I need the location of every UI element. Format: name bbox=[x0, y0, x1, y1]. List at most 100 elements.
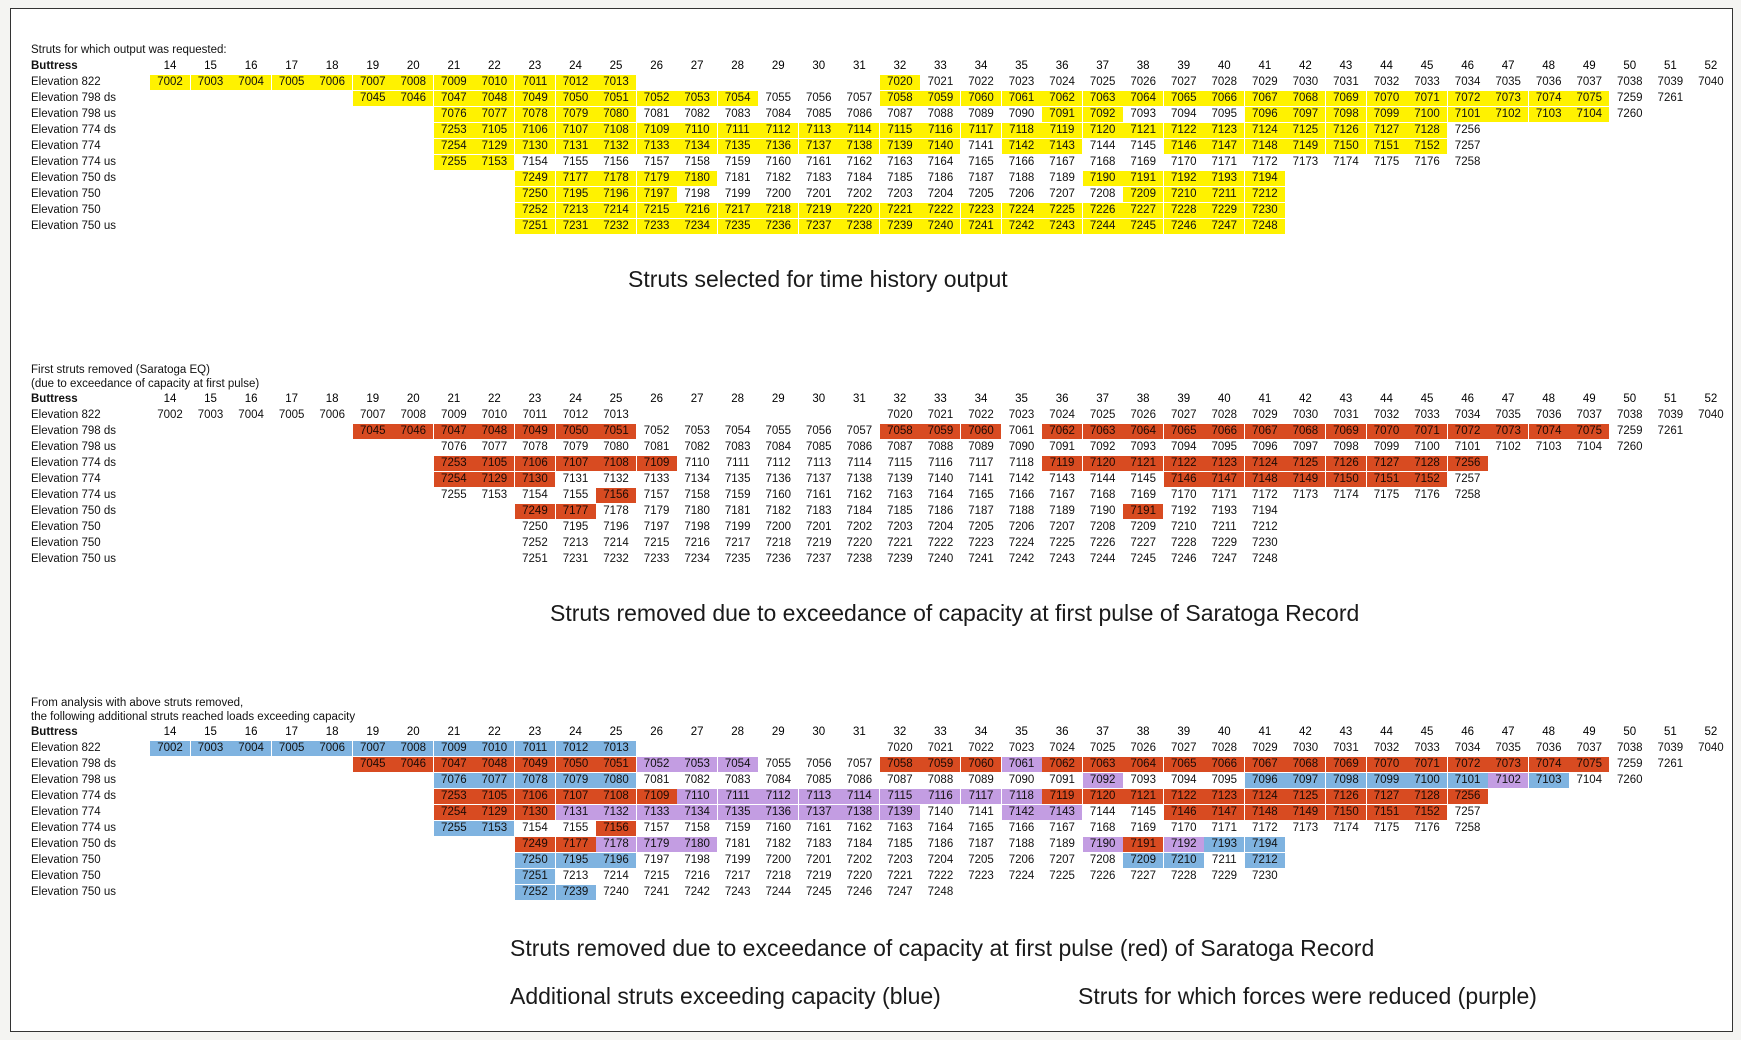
strut-cell: 7013 bbox=[596, 408, 636, 423]
strut-cell: 7132 bbox=[596, 139, 636, 154]
strut-cell: 7210 bbox=[1164, 520, 1204, 535]
strut-cell: 7020 bbox=[880, 741, 920, 756]
strut-cell: 7037 bbox=[1569, 408, 1609, 423]
buttress-number: 52 bbox=[1691, 393, 1731, 405]
strut-cell: 7031 bbox=[1326, 741, 1366, 756]
strut-cell: 7116 bbox=[920, 123, 960, 138]
strut-cell: 7152 bbox=[1407, 805, 1447, 820]
strut-cell: 7240 bbox=[920, 219, 960, 234]
strut-cell: 7118 bbox=[1002, 123, 1042, 138]
buttress-number: 43 bbox=[1326, 393, 1366, 405]
strut-cell: 7157 bbox=[637, 155, 677, 170]
strut-cell: 7179 bbox=[637, 837, 677, 852]
strut-cell: 7169 bbox=[1123, 821, 1163, 836]
strut-cell: 7254 bbox=[434, 805, 474, 820]
strut-cell: 7246 bbox=[1164, 552, 1204, 567]
strut-cell: 7228 bbox=[1164, 869, 1204, 884]
buttress-number: 35 bbox=[1002, 393, 1042, 405]
strut-cell: 7013 bbox=[596, 741, 636, 756]
buttress-number: 20 bbox=[393, 726, 433, 738]
strut-cell: 7162 bbox=[839, 821, 879, 836]
strut-cell: 7165 bbox=[961, 488, 1001, 503]
strut-cell: 7140 bbox=[920, 805, 960, 820]
buttress-number: 29 bbox=[758, 726, 798, 738]
strut-cell: 7216 bbox=[677, 536, 717, 551]
strut-cell: 7101 bbox=[1448, 440, 1488, 455]
buttress-number: 42 bbox=[1285, 393, 1325, 405]
buttress-number: 19 bbox=[353, 726, 393, 738]
buttress-number: 18 bbox=[312, 60, 352, 72]
strut-cell: 7060 bbox=[961, 91, 1001, 106]
strut-cell: 7048 bbox=[474, 424, 514, 439]
strut-cell: 7127 bbox=[1367, 456, 1407, 471]
buttress-number: 24 bbox=[556, 726, 596, 738]
strut-cell: 7211 bbox=[1204, 520, 1244, 535]
strut-cell: 7150 bbox=[1326, 472, 1366, 487]
strut-cell: 7210 bbox=[1164, 187, 1204, 202]
buttress-number: 44 bbox=[1367, 393, 1407, 405]
strut-cell: 7084 bbox=[758, 107, 798, 122]
strut-cell: 7231 bbox=[556, 552, 596, 567]
strut-cell: 7129 bbox=[474, 139, 514, 154]
strut-cell: 7061 bbox=[1002, 757, 1042, 772]
buttress-number: 14 bbox=[150, 60, 190, 72]
strut-cell: 7138 bbox=[839, 472, 879, 487]
buttress-number: 47 bbox=[1488, 393, 1528, 405]
strut-cell: 7131 bbox=[556, 805, 596, 820]
buttress-header-label: Buttress bbox=[31, 60, 78, 72]
strut-cell: 7185 bbox=[880, 171, 920, 186]
strut-cell: 7077 bbox=[474, 107, 514, 122]
strut-cell: 7142 bbox=[1002, 805, 1042, 820]
strut-cell: 7096 bbox=[1245, 773, 1285, 788]
strut-cell: 7145 bbox=[1123, 805, 1163, 820]
strut-cell: 7082 bbox=[677, 773, 717, 788]
strut-cell: 7007 bbox=[353, 408, 393, 423]
strut-cell: 7109 bbox=[637, 456, 677, 471]
strut-cell: 7004 bbox=[231, 408, 271, 423]
strut-cell: 7097 bbox=[1285, 440, 1325, 455]
strut-cell: 7221 bbox=[880, 536, 920, 551]
strut-cell: 7056 bbox=[799, 424, 839, 439]
strut-cell: 7156 bbox=[596, 155, 636, 170]
strut-cell: 7239 bbox=[880, 219, 920, 234]
strut-cell: 7084 bbox=[758, 440, 798, 455]
strut-cell: 7004 bbox=[231, 741, 271, 756]
strut-cell: 7247 bbox=[1204, 552, 1244, 567]
strut-cell: 7009 bbox=[434, 741, 474, 756]
strut-cell: 7214 bbox=[596, 869, 636, 884]
strut-cell: 7243 bbox=[1042, 219, 1082, 234]
strut-cell: 7206 bbox=[1002, 853, 1042, 868]
strut-cell: 7178 bbox=[596, 171, 636, 186]
strut-cell: 7162 bbox=[839, 488, 879, 503]
strut-cell: 7217 bbox=[718, 869, 758, 884]
strut-cell: 7224 bbox=[1002, 536, 1042, 551]
strut-cell: 7107 bbox=[556, 456, 596, 471]
strut-cell: 7067 bbox=[1245, 424, 1285, 439]
strut-cell: 7092 bbox=[1083, 107, 1123, 122]
strut-cell: 7027 bbox=[1164, 741, 1204, 756]
strut-cell: 7104 bbox=[1569, 107, 1609, 122]
strut-cell: 7127 bbox=[1367, 123, 1407, 138]
buttress-number: 17 bbox=[272, 726, 312, 738]
strut-cell: 7258 bbox=[1448, 821, 1488, 836]
strut-cell: 7065 bbox=[1164, 424, 1204, 439]
elevation-row-label: Elevation 774 ds bbox=[31, 124, 116, 136]
strut-cell: 7252 bbox=[515, 203, 555, 218]
buttress-number: 43 bbox=[1326, 726, 1366, 738]
strut-cell: 7194 bbox=[1245, 171, 1285, 186]
elevation-row-label: Elevation 822 bbox=[31, 409, 101, 421]
strut-cell: 7163 bbox=[880, 155, 920, 170]
strut-cell: 7099 bbox=[1367, 107, 1407, 122]
strut-cell: 7011 bbox=[515, 408, 555, 423]
strut-cell: 7239 bbox=[556, 885, 596, 900]
strut-cell: 7089 bbox=[961, 107, 1001, 122]
strut-cell: 7033 bbox=[1407, 741, 1447, 756]
buttress-number: 30 bbox=[799, 60, 839, 72]
strut-cell: 7121 bbox=[1123, 456, 1163, 471]
strut-cell: 7219 bbox=[799, 869, 839, 884]
strut-cell: 7047 bbox=[434, 757, 474, 772]
strut-cell: 7244 bbox=[1083, 219, 1123, 234]
strut-cell: 7074 bbox=[1529, 424, 1569, 439]
strut-cell: 7128 bbox=[1407, 789, 1447, 804]
strut-cell: 7255 bbox=[434, 155, 474, 170]
